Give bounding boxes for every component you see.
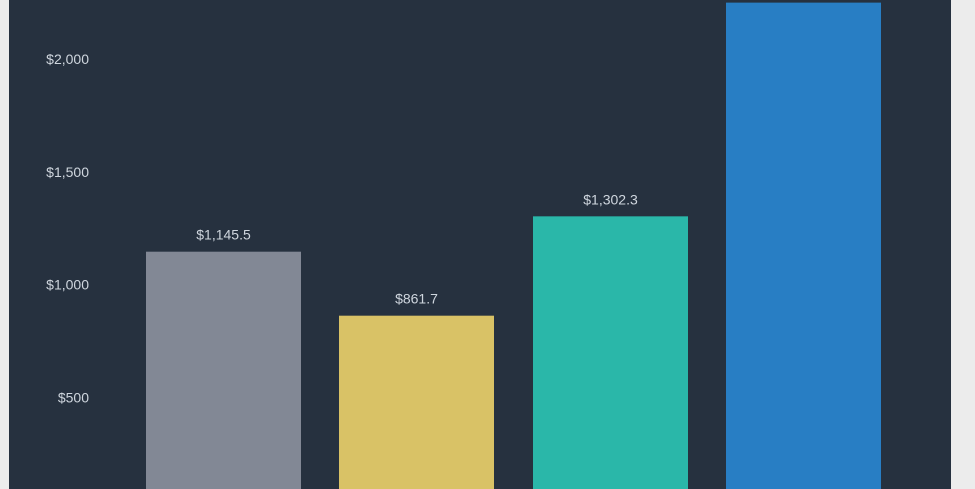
bar bbox=[533, 216, 688, 489]
bar-value-label: $861.7 bbox=[395, 291, 438, 307]
y-tick-label: $1,500 bbox=[46, 164, 89, 180]
bar bbox=[339, 315, 494, 489]
bar-value-label: $1,302.3 bbox=[583, 191, 638, 207]
y-tick-label: $2,000 bbox=[46, 51, 89, 67]
bar bbox=[146, 251, 301, 489]
chart-panel: $500 $1,000 $1,500 $2,000 $1,145.5 $861.7 $1,3… bbox=[9, 0, 951, 489]
bar-value-label: $1,145.5 bbox=[196, 227, 251, 243]
y-tick-label: $1,000 bbox=[46, 277, 89, 293]
bar-chart: $500 $1,000 $1,500 $2,000 $1,145.5 $861.7 $1,3… bbox=[46, 2, 881, 489]
y-tick-label: $500 bbox=[58, 389, 89, 405]
bar bbox=[726, 2, 881, 489]
